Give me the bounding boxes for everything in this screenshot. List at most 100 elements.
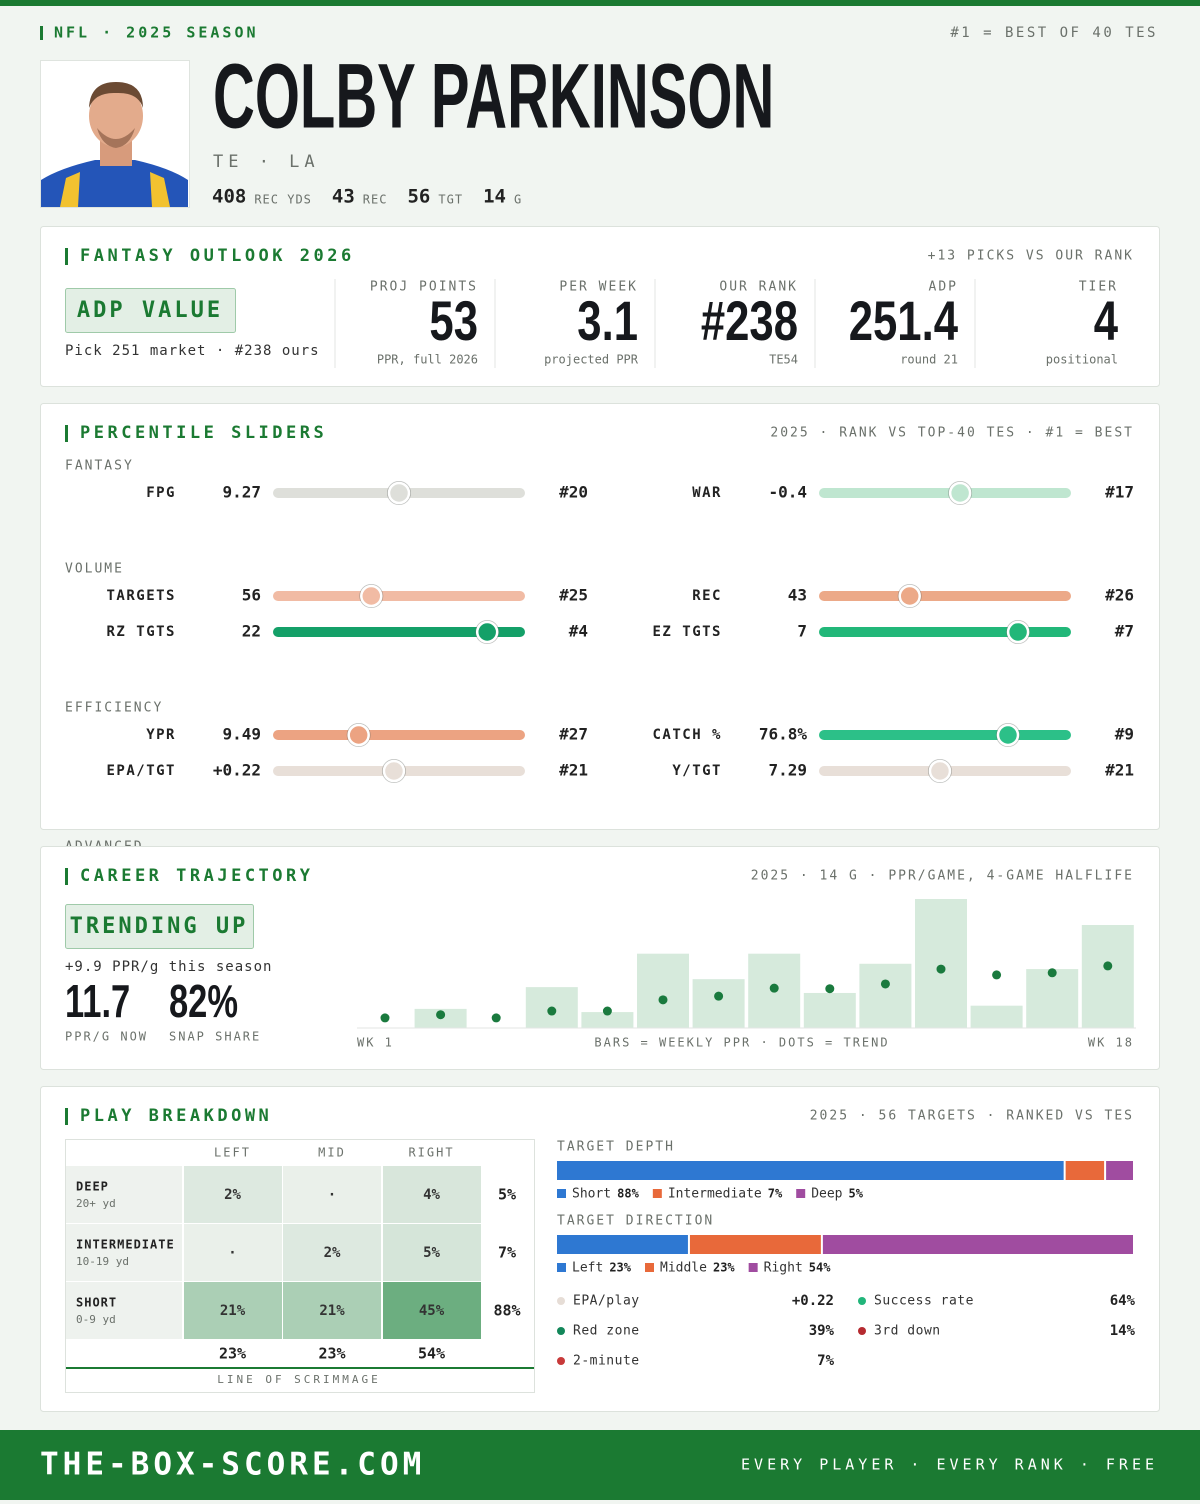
stat-sub: round 21	[900, 353, 958, 367]
card-note: 2025 · RANK VS TOP-40 TES · #1 = BEST	[770, 426, 1134, 441]
slider-value: 22	[242, 622, 261, 641]
stat-sub: PPR, full 2026	[377, 353, 478, 367]
metric-dot	[557, 1357, 565, 1365]
slider-knob	[347, 723, 370, 747]
slider-rank: #9	[1115, 725, 1134, 744]
legend-name: Left	[572, 1261, 603, 1276]
metric-label: Red zone	[573, 1324, 640, 1339]
slider-knob	[928, 759, 952, 783]
card-note: +13 PICKS VS OUR RANK	[928, 249, 1134, 264]
zone-cell-label: 2%	[224, 1187, 241, 1203]
row-header	[66, 1282, 182, 1339]
legend-swatch	[748, 1263, 758, 1272]
zone-sub: 10-19 yd	[76, 1255, 129, 1268]
slider-knob	[475, 620, 499, 644]
slider-rank: #4	[569, 622, 588, 641]
stat-value: #238	[701, 290, 798, 352]
card-title: PERCENTILE SLIDERS	[80, 423, 327, 443]
stat-label: PER WEEK	[559, 280, 638, 295]
bar-title: TARGET DIRECTION	[557, 1214, 714, 1229]
title-marker	[65, 425, 68, 442]
top-bar	[0, 0, 1200, 6]
legend-name: Intermediate	[668, 1187, 762, 1202]
slider-value: 56	[242, 586, 261, 605]
slider-label: WAR	[692, 485, 722, 501]
stat-label: REC YDS	[254, 193, 312, 207]
slider-label: FPG	[146, 485, 176, 501]
slider-rank: #21	[1105, 761, 1134, 780]
league: NFL · 2025 SEASON	[54, 24, 259, 42]
trend-dot	[1103, 961, 1113, 971]
footer-band	[0, 1430, 1200, 1500]
trend-dot	[436, 1010, 446, 1020]
zone-cell-label: 2%	[324, 1245, 341, 1261]
zone-cell	[383, 1282, 481, 1339]
zone-total: 5%	[498, 1186, 516, 1204]
career-stat-label: PPR/G NOW	[65, 1030, 148, 1044]
slider-label: Y/TGT	[672, 763, 722, 779]
column-total: 54%	[418, 1345, 445, 1363]
weekly-bar	[637, 953, 689, 1028]
legend-swatch	[557, 1263, 566, 1272]
legend-value: 23%	[713, 1261, 735, 1275]
group-label: VOLUME	[65, 562, 124, 577]
stat-label: PROJ POINTS	[370, 280, 478, 295]
career-stat: 11.7	[65, 975, 130, 1027]
card-title: FANTASY OUTLOOK 2026	[80, 246, 355, 266]
section-marker	[40, 26, 43, 40]
legend-swatch	[652, 1189, 662, 1198]
zone-cell	[383, 1166, 481, 1223]
zone-cell	[383, 1224, 481, 1281]
metric-value: +0.22	[792, 1293, 834, 1309]
zone-cell	[184, 1282, 282, 1339]
metric-dot	[557, 1327, 565, 1335]
weekly-bar	[1026, 969, 1079, 1028]
stat-value: 3.1	[577, 290, 638, 352]
zone-cell-label: 5%	[423, 1245, 440, 1261]
slider-rank: #21	[559, 761, 588, 780]
player-photo	[40, 60, 190, 208]
slider-rank: #27	[559, 725, 588, 744]
zone-sub: 0-9 yd	[76, 1313, 116, 1326]
legend-swatch	[796, 1189, 806, 1198]
slider-label: EZ TGTS	[652, 624, 722, 640]
share-segment	[689, 1235, 821, 1254]
zone-cell	[184, 1224, 282, 1281]
stat-value: 53	[429, 290, 478, 352]
slider-knob	[387, 481, 411, 505]
row-header	[66, 1166, 182, 1223]
slider-track	[819, 591, 1071, 601]
legend-name: Middle	[660, 1261, 707, 1276]
slider-knob	[996, 723, 1020, 747]
trend-dot	[714, 991, 724, 1001]
card-title: CAREER TRAJECTORY	[80, 866, 314, 886]
title-marker	[65, 248, 68, 265]
zone-cell	[283, 1282, 381, 1339]
share-segment	[1065, 1161, 1105, 1180]
axis-label: WK 18	[1088, 1036, 1134, 1050]
slider-knob	[382, 759, 406, 783]
slider-label: TARGETS	[106, 588, 176, 604]
zone-cell-label: 21%	[319, 1303, 345, 1319]
metric-value: 64%	[1110, 1293, 1136, 1309]
legend-swatch	[645, 1263, 654, 1272]
outlook-card	[40, 226, 1160, 387]
column-header: MID	[318, 1146, 346, 1160]
bar-title: TARGET DEPTH	[557, 1140, 675, 1155]
tagline: EVERY PLAYER · EVERY RANK · FREE	[741, 1456, 1158, 1474]
legend-value: 23%	[609, 1261, 631, 1275]
card-title: PLAY BREAKDOWN	[80, 1106, 272, 1126]
slider-label: RZ TGTS	[106, 624, 176, 640]
career-stat-label: SNAP SHARE	[169, 1030, 261, 1044]
table-footer: LINE OF SCRIMMAGE	[217, 1373, 381, 1386]
zone-cell-label: ·	[228, 1245, 236, 1261]
zone-cell	[283, 1166, 381, 1223]
metric-label: Success rate	[874, 1294, 974, 1309]
trend-dot	[769, 983, 779, 993]
metric-dot	[557, 1297, 565, 1305]
card-note: 2025 · 56 TARGETS · RANKED VS TES	[810, 1109, 1134, 1124]
slider-rank: #7	[1115, 622, 1134, 641]
stat-value: 56	[407, 186, 430, 208]
